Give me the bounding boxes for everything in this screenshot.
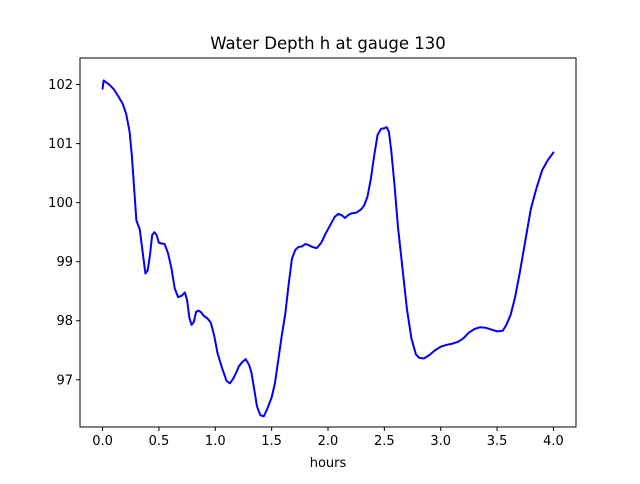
y-tick-label: 100 bbox=[48, 196, 73, 211]
y-tick-label: 97 bbox=[56, 373, 73, 388]
x-axis-label: hours bbox=[310, 456, 347, 471]
y-tick-label: 98 bbox=[56, 314, 73, 329]
plot-layer bbox=[101, 79, 555, 418]
y-tick-label: 101 bbox=[48, 137, 73, 152]
x-tick-label: 4.0 bbox=[543, 434, 564, 449]
x-tick-label: 0.5 bbox=[149, 434, 170, 449]
x-tick-label: 1.0 bbox=[205, 434, 226, 449]
x-tick-label: 2.5 bbox=[374, 434, 395, 449]
y-tick-label: 99 bbox=[56, 255, 73, 270]
y-tick-label: 102 bbox=[48, 78, 73, 93]
y-axis: 97 98 99 100 101 102 bbox=[48, 78, 80, 388]
x-tick-label: 3.0 bbox=[430, 434, 451, 449]
x-tick-label: 2.0 bbox=[318, 434, 339, 449]
x-tick-label: 0.0 bbox=[92, 434, 113, 449]
x-tick-label: 1.5 bbox=[261, 434, 282, 449]
x-tick-label: 3.5 bbox=[487, 434, 508, 449]
chart-title: Water Depth h at gauge 130 bbox=[210, 34, 445, 53]
series-line-0 bbox=[101, 79, 555, 418]
x-axis: 0.0 0.5 1.0 1.5 2.0 2.5 3.0 3.5 4.0 bbox=[92, 427, 564, 449]
